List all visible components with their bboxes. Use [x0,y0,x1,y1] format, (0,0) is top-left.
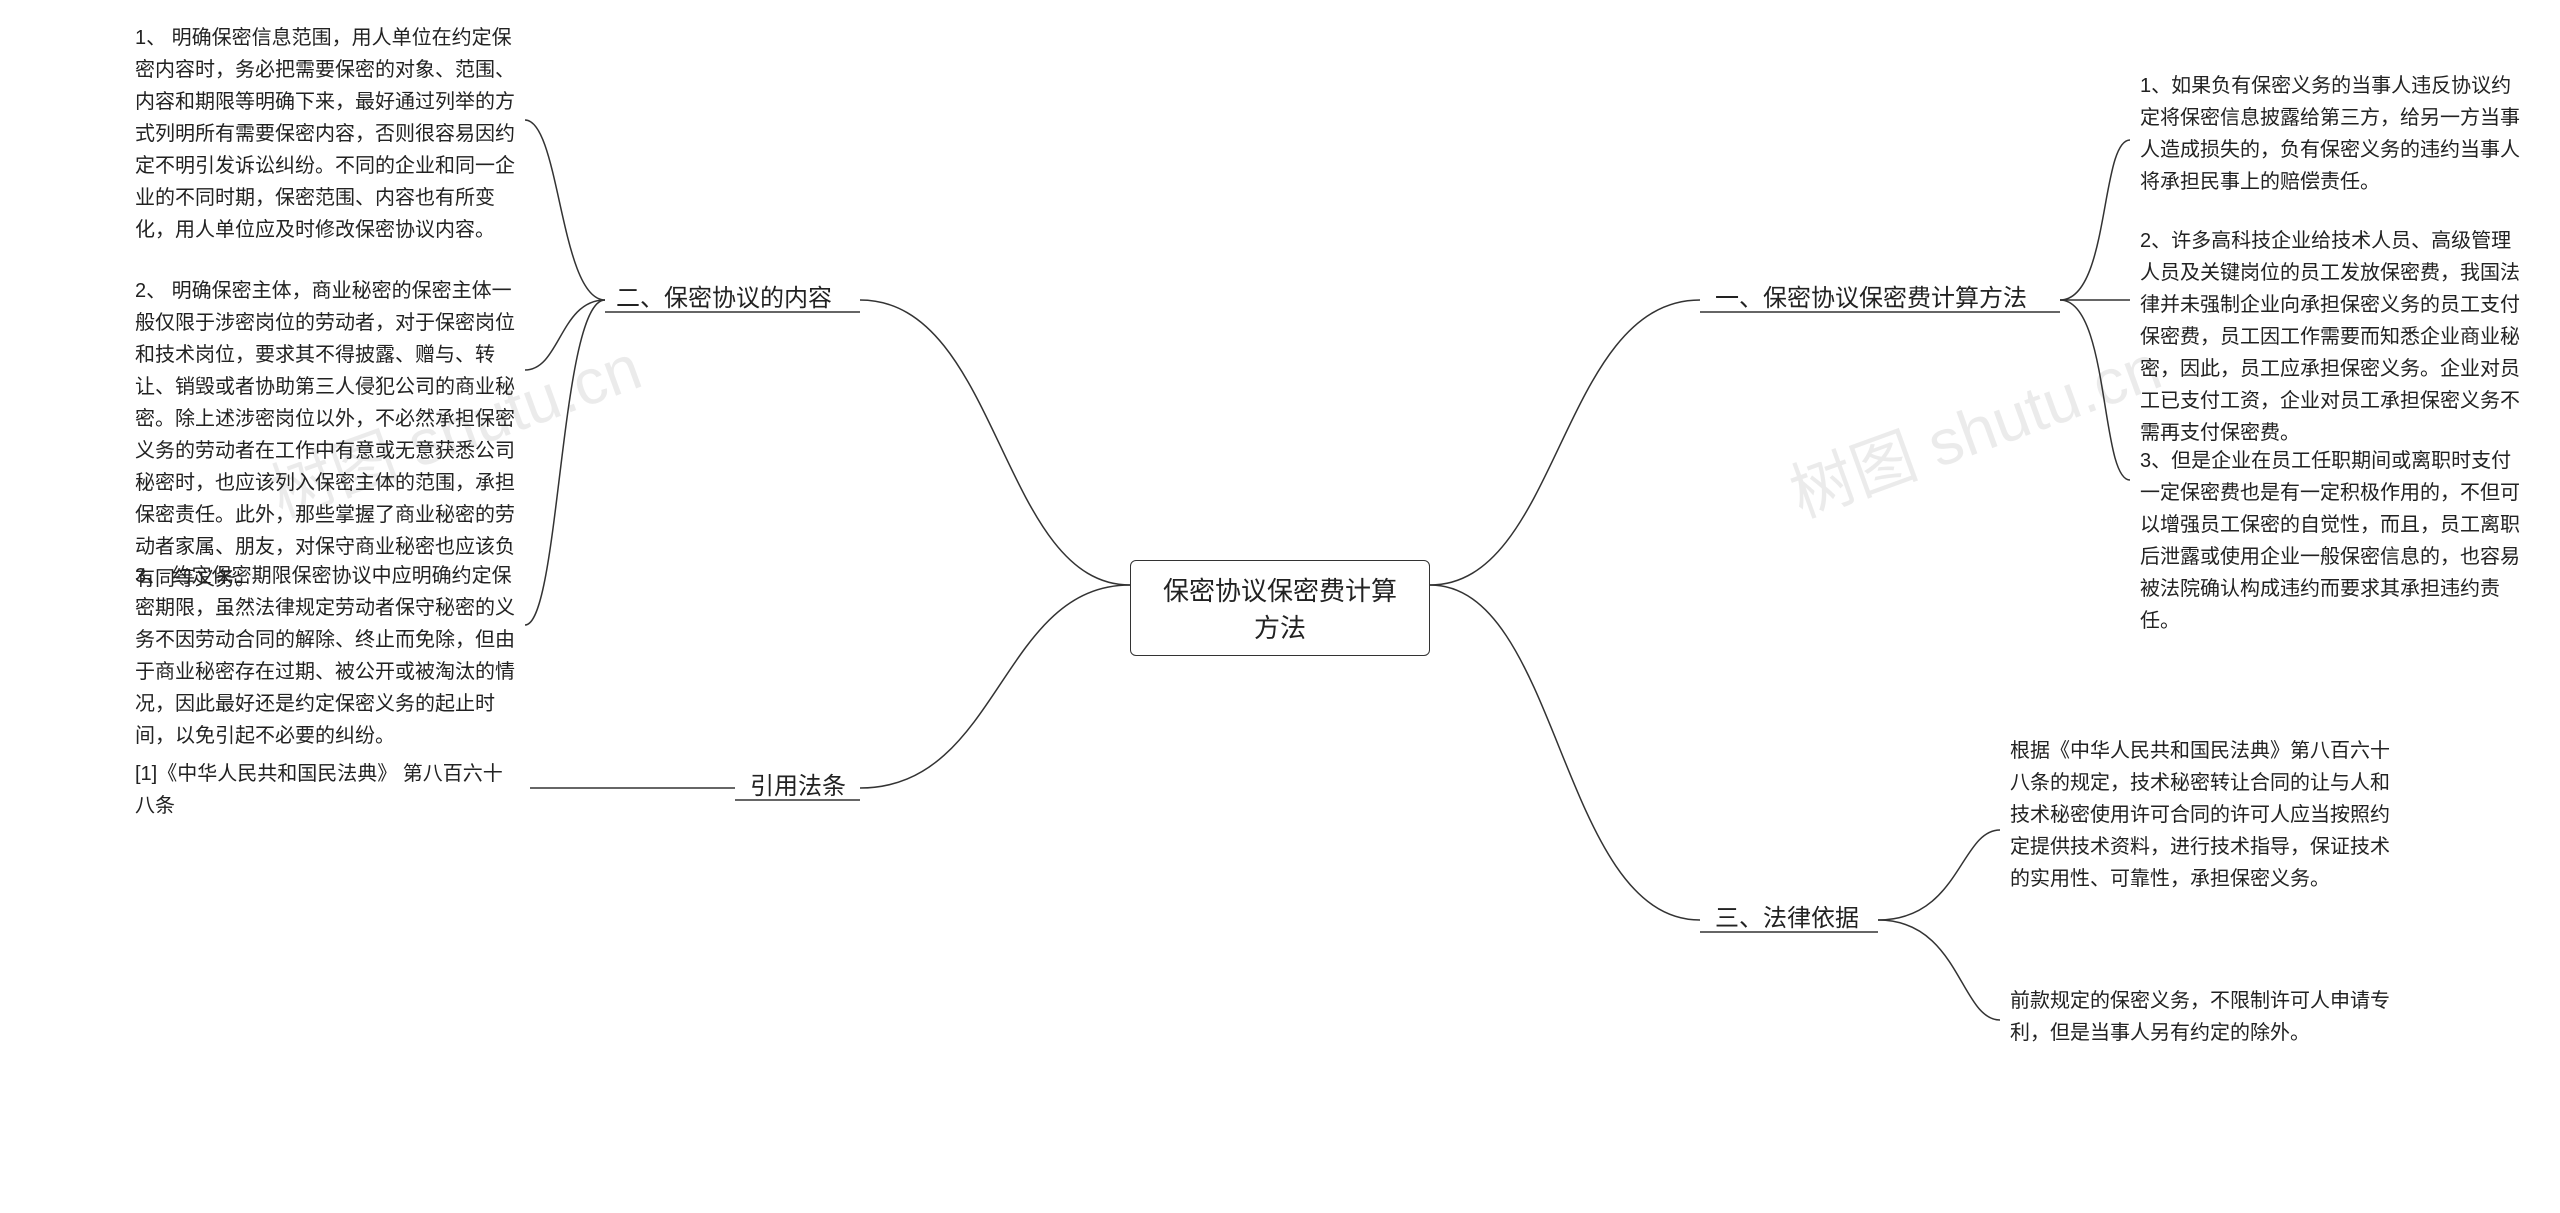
leaf-l2-1: [1]《中华人民共和国民法典》 第八百六十八条 [135,758,515,822]
leaf-r1-1: 1、如果负有保密义务的当事人违反协议约定将保密信息披露给第三方，给另一方当事人造… [2140,70,2520,198]
branch-right-1: 一、保密协议保密费计算方法 [1715,278,2027,313]
branch-left-1: 二、保密协议的内容 [616,278,832,313]
leaf-r2-1: 根据《中华人民共和国民法典》第八百六十八条的规定，技术秘密转让合同的让与人和技术… [2010,735,2390,895]
leaf-r2-2: 前款规定的保密义务，不限制许可人申请专利，但是当事人另有约定的除外。 [2010,985,2390,1049]
leaf-l1-1: 1、 明确保密信息范围，用人单位在约定保密内容时，务必把需要保密的对象、范围、内… [135,22,515,246]
leaf-l1-3: 3、 约定保密期限保密协议中应明确约定保密期限，虽然法律规定劳动者保守秘密的义务… [135,560,515,752]
watermark-2: 树图 shutu.cn [1776,316,2172,535]
branch-left-2: 引用法条 [750,766,846,801]
leaf-r1-2: 2、许多高科技企业给技术人员、高级管理人员及关键岗位的员工发放保密费，我国法律并… [2140,225,2520,449]
leaf-l1-2: 2、 明确保密主体，商业秘密的保密主体一般仅限于涉密岗位的劳动者，对于保密岗位和… [135,275,515,595]
branch-right-2: 三、法律依据 [1715,898,1859,933]
center-node: 保密协议保密费计算方法 [1130,560,1430,656]
leaf-r1-3: 3、但是企业在员工任职期间或离职时支付一定保密费也是有一定积极作用的，不但可以增… [2140,445,2520,637]
center-title: 保密协议保密费计算方法 [1151,571,1409,645]
